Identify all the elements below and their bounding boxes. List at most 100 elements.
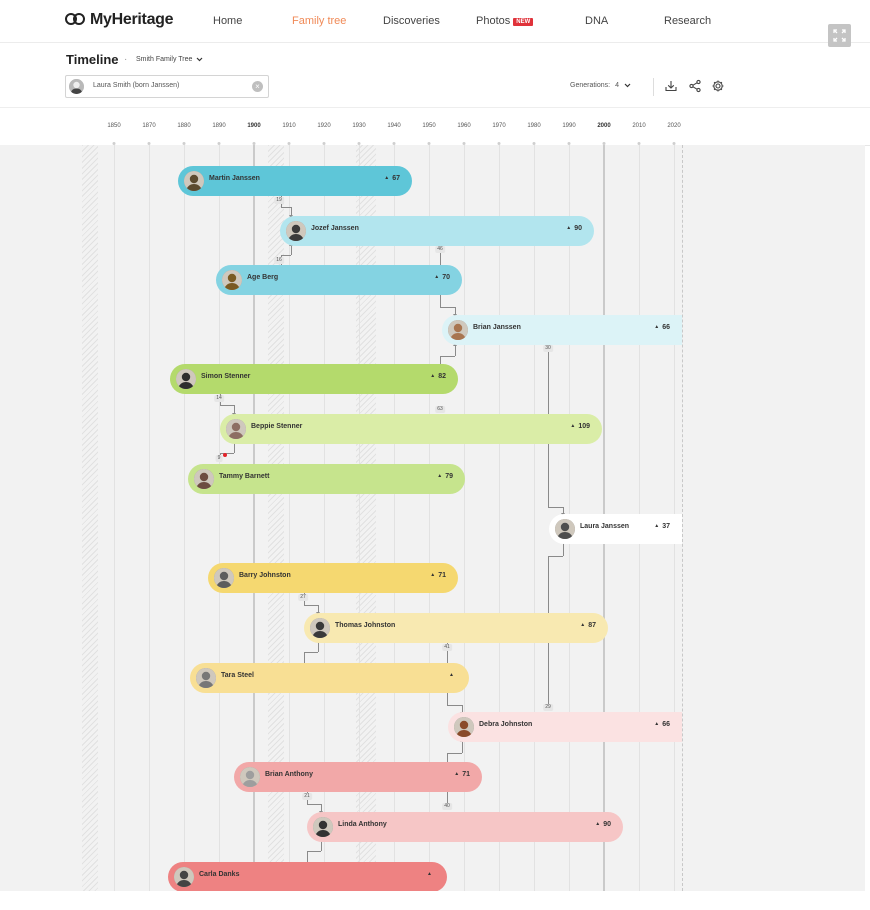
person-age: 109 <box>570 423 590 430</box>
relationship-connector <box>220 405 234 406</box>
person-bar[interactable]: Barry Johnston 71 <box>208 563 458 593</box>
year-tick <box>392 142 396 145</box>
nav-research-label: Research <box>664 15 712 27</box>
nav-home[interactable]: Home <box>213 15 242 27</box>
year-tick <box>287 142 291 145</box>
myheritage-logo[interactable]: MyHeritage <box>65 11 174 29</box>
grid-line <box>464 145 465 891</box>
grid-line <box>359 145 360 891</box>
nav-photos[interactable]: Photos NEW <box>476 15 534 27</box>
nav-dna[interactable]: DNA <box>585 15 608 27</box>
relationship-connector <box>447 753 462 754</box>
nav-discoveries-label: Discoveries <box>383 15 440 27</box>
person-bar[interactable]: Linda Anthony 90 <box>307 812 623 842</box>
share-icon[interactable] <box>688 79 702 93</box>
year-tick <box>602 142 606 145</box>
age-gap-label: 27 <box>298 594 308 601</box>
avatar <box>184 171 204 191</box>
page-title: Timeline <box>66 52 119 67</box>
generations-selector[interactable]: Generations: 4 <box>570 82 631 89</box>
download-icon[interactable] <box>664 79 678 93</box>
person-bar[interactable]: Age Berg 70 <box>216 265 462 295</box>
grid-line <box>394 145 395 891</box>
avatar <box>214 568 234 588</box>
person-bar[interactable]: Brian Anthony 71 <box>234 762 482 792</box>
age-gap-label: 46 <box>435 246 445 253</box>
expand-icon <box>833 29 846 42</box>
relationship-connector <box>440 356 455 357</box>
person-name: Age Berg <box>247 274 279 281</box>
relationship-connector <box>455 345 456 356</box>
person-search-input[interactable]: Laura Smith (born Janssen) × <box>65 75 269 98</box>
top-navigation: MyHeritage Home Family tree Discoveries … <box>0 0 870 43</box>
relationship-connector <box>304 652 318 653</box>
age-gap-label: 9 <box>215 455 223 462</box>
expand-button[interactable] <box>828 24 851 47</box>
person-search-value: Laura Smith (born Janssen) <box>93 82 180 89</box>
relationship-connector <box>462 741 463 753</box>
person-name: Laura Janssen <box>580 523 630 530</box>
grid-line <box>534 145 535 891</box>
person-bar[interactable]: Martin Janssen 67 <box>178 166 412 196</box>
year-tick <box>637 142 641 145</box>
relationship-connector <box>563 541 564 556</box>
grid-line <box>429 145 430 891</box>
logo-text: MyHeritage <box>90 11 174 28</box>
person-bar[interactable]: Debra Johnston 66 <box>448 712 682 742</box>
clear-icon[interactable]: × <box>252 81 263 92</box>
person-name: Martin Janssen <box>209 175 260 182</box>
year-label: 1990 <box>562 123 576 129</box>
person-name: Barry Johnston <box>239 572 291 579</box>
grid-line <box>324 145 325 891</box>
relationship-connector <box>234 405 235 415</box>
person-name: Beppie Stenner <box>251 423 303 430</box>
person-name: Linda Anthony <box>338 821 387 828</box>
person-bar[interactable]: Beppie Stenner 109 <box>220 414 602 444</box>
tree-selector[interactable]: Smith Family Tree <box>136 56 203 63</box>
person-age: 79 <box>437 473 453 480</box>
person-bar[interactable]: Tammy Barnett 79 <box>188 464 465 494</box>
avatar <box>194 469 214 489</box>
year-label: 2020 <box>667 123 681 129</box>
tree-name: Smith Family Tree <box>136 56 193 63</box>
person-bar[interactable]: Jozef Janssen 90 <box>280 216 594 246</box>
relationship-connector <box>318 605 319 614</box>
age-gap-label: 40 <box>442 803 452 810</box>
relationship-connector <box>220 453 234 454</box>
person-bar[interactable]: Tara Steel <box>190 663 469 693</box>
period-band <box>356 145 376 891</box>
year-label: 1960 <box>457 123 471 129</box>
relationship-connector <box>440 307 455 308</box>
year-label: 1910 <box>282 123 296 129</box>
year-label: 1970 <box>492 123 506 129</box>
settings-icon[interactable] <box>711 79 725 93</box>
person-bar[interactable]: Simon Stenner 82 <box>170 364 458 394</box>
avatar <box>313 817 333 837</box>
generations-label: Generations: <box>570 82 611 89</box>
nav-discoveries[interactable]: Discoveries <box>383 15 440 27</box>
avatar <box>286 221 306 241</box>
nav-research[interactable]: Research <box>664 15 711 27</box>
avatar <box>454 717 474 737</box>
person-bar[interactable]: Thomas Johnston 87 <box>304 613 608 643</box>
grid-line <box>149 145 150 891</box>
relationship-connector <box>281 207 291 208</box>
title-separator: · <box>124 54 128 65</box>
person-bar[interactable]: Laura Janssen 37 <box>549 514 682 544</box>
person-age <box>449 672 457 679</box>
header-divider <box>0 107 870 108</box>
year-label: 1880 <box>177 123 191 129</box>
logo-mark-icon <box>65 12 87 28</box>
relationship-connector <box>447 705 462 706</box>
nav-family-tree[interactable]: Family tree <box>292 15 346 27</box>
person-bar[interactable]: Brian Janssen 66 <box>442 315 682 345</box>
person-name: Thomas Johnston <box>335 622 396 629</box>
person-bar[interactable]: Carla Danks <box>168 862 447 891</box>
relationship-connector <box>318 641 319 652</box>
marker-dot <box>223 453 227 457</box>
year-axis: 1850 1870 1880 1890 1900 1910 1920 1930 1940 1950… <box>0 108 870 146</box>
period-band <box>82 145 98 891</box>
grid-line <box>499 145 500 891</box>
person-name: Tammy Barnett <box>219 473 270 480</box>
avatar <box>196 668 216 688</box>
